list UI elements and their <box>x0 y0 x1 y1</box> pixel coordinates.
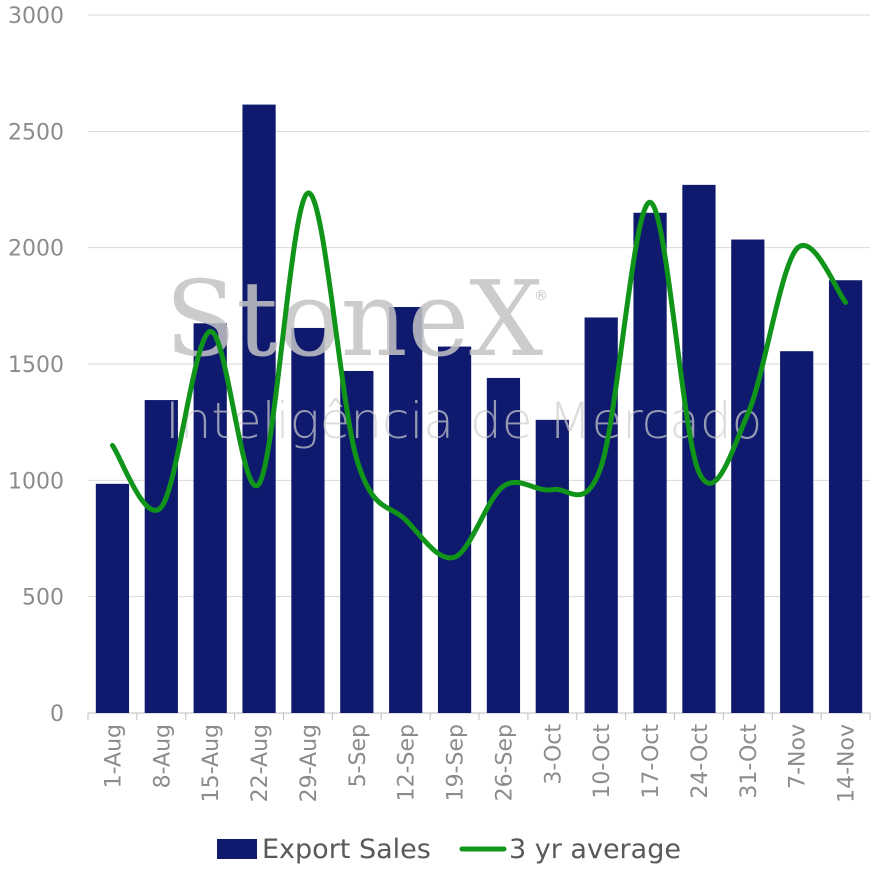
bar <box>486 377 521 713</box>
y-tick-label: 2000 <box>8 237 64 262</box>
line-series-3yr-average <box>109 190 849 561</box>
bar <box>340 370 374 713</box>
watermark-registered-mark: ® <box>534 288 548 304</box>
legend-label-3yr-average: 3 yr average <box>509 834 681 865</box>
y-tick-label: 0 <box>50 702 64 727</box>
watermark: StoneX ® Inteligência de Mercado <box>165 258 762 450</box>
y-tick-label: 3000 <box>8 4 64 29</box>
y-axis: 0 500 1000 1500 2000 2500 3000 <box>8 4 64 727</box>
x-tick-label: 5-Sep <box>346 724 371 787</box>
x-tick-label: 7-Nov <box>786 724 811 789</box>
bar <box>731 239 765 714</box>
bar <box>633 212 667 713</box>
legend: Export Sales 3 yr average <box>217 834 681 865</box>
y-tick-label: 1000 <box>8 469 64 494</box>
bar <box>828 280 863 713</box>
bar <box>780 351 814 713</box>
line-path <box>109 190 849 561</box>
bar <box>682 184 716 713</box>
bar <box>535 419 569 713</box>
bar <box>144 400 178 713</box>
x-tick-label: 26-Sep <box>492 724 517 801</box>
bar <box>291 327 325 713</box>
y-tick-label: 2500 <box>8 120 64 145</box>
x-tick-label: 10-Oct <box>590 724 615 799</box>
x-tick-label: 1-Aug <box>101 724 126 788</box>
bar-series-export-sales <box>95 104 863 714</box>
x-tick-label: 19-Sep <box>444 724 469 801</box>
x-tick-label: 8-Aug <box>150 724 175 788</box>
x-tick-label: 15-Aug <box>199 724 224 802</box>
x-tick-label: 22-Aug <box>248 724 273 802</box>
watermark-brand: StoneX <box>165 258 543 380</box>
x-tick-label: 12-Sep <box>395 724 420 801</box>
legend-label-export-sales: Export Sales <box>262 834 431 865</box>
bar <box>95 483 130 713</box>
x-tick-label: 29-Aug <box>297 724 322 802</box>
x-axis: 1-Aug 8-Aug 15-Aug 22-Aug 29-Aug 5-Sep 12-Sep 1… <box>87 713 871 803</box>
x-tick-label: 24-Oct <box>688 724 713 799</box>
x-tick-label: 31-Oct <box>737 724 762 799</box>
watermark-tagline: Inteligência de Mercado <box>165 392 762 450</box>
bar <box>584 317 618 713</box>
bar <box>242 104 276 714</box>
bar <box>437 346 472 713</box>
legend-swatch-export-sales <box>217 839 257 859</box>
x-tick-label: 14-Nov <box>835 724 860 803</box>
y-tick-label: 500 <box>22 586 64 611</box>
x-tick-label: 3-Oct <box>541 724 566 785</box>
x-tick-label: 17-Oct <box>639 724 664 799</box>
bar <box>193 323 227 713</box>
y-tick-label: 1500 <box>8 353 64 378</box>
